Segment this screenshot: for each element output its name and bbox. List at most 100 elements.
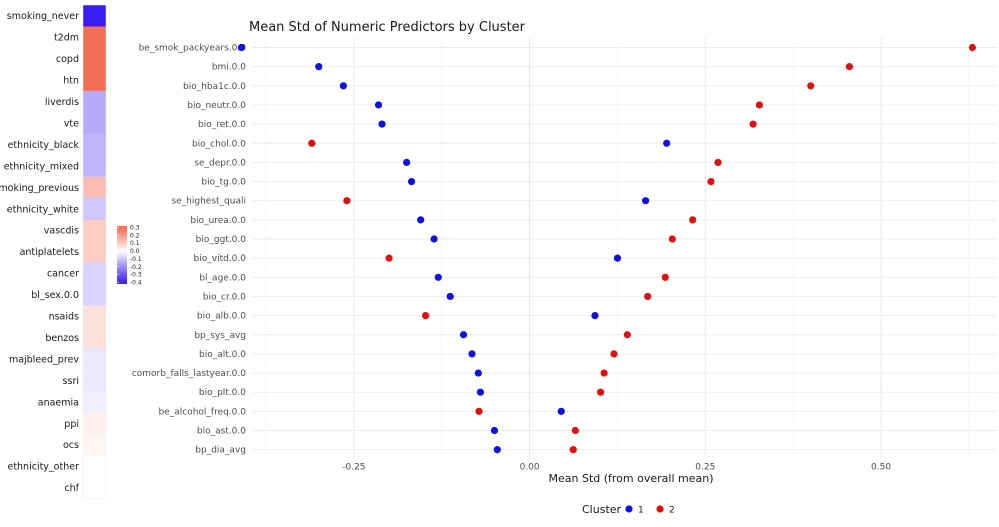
cluster-1-point <box>476 388 485 396</box>
scatter-points <box>237 43 977 454</box>
heatmap-row-label: bl_sex.0.0 <box>31 290 79 301</box>
y-tick-label: se_highest_quali <box>171 197 246 207</box>
cluster-2-point <box>569 446 577 454</box>
cluster-1-point <box>403 158 411 166</box>
heatmap-row-label: nsaids <box>49 312 79 323</box>
heatmap-row-label: benzos <box>45 333 79 344</box>
heatmap-panel: smoking_never t2dm copd htn liverdis vte ethni… <box>0 4 107 499</box>
heatmap-cell <box>83 369 106 392</box>
heatmap-row-label: htn <box>63 76 79 87</box>
heatmap-cell <box>83 198 106 220</box>
heatmap-cell <box>83 283 106 306</box>
cluster-1-point <box>446 292 454 301</box>
x-tick-label: 0.50 <box>871 463 891 473</box>
cluster-1-point <box>468 350 476 358</box>
colorbar-tick-label: -0.2 <box>130 264 142 271</box>
heatmap-row-label: ethnicity_white <box>7 204 79 215</box>
y-tick-label: bmi.0.0 <box>212 63 246 73</box>
cluster-1-point <box>490 426 499 435</box>
y-tick-label: bio_urea.0.0 <box>190 216 246 226</box>
heatmap-cell <box>83 69 106 92</box>
heatmap-row-label: vte <box>64 118 79 129</box>
cluster-1-point <box>430 235 438 243</box>
y-tick-label: se_depr.0.0 <box>194 158 246 168</box>
y-tick-label: bp_sys_avg <box>194 331 246 341</box>
cluster-2-point <box>644 292 652 301</box>
y-tick-label: bio_ast.0.0 <box>197 427 246 437</box>
cluster-2-point <box>571 426 579 435</box>
cluster-1-point <box>641 197 650 205</box>
colorbar-tick-label: 0.3 <box>130 225 140 232</box>
cluster-1-point <box>474 369 482 377</box>
colorbar-tick-label: -0.3 <box>130 272 142 279</box>
colorbar-tick-label: 0.1 <box>130 240 140 247</box>
heatmap-cell <box>83 176 106 199</box>
y-tick-label: bio_chol.0.0 <box>192 139 246 149</box>
y-tick-label: bp_dia_avg <box>195 446 246 456</box>
heatmap-row-label: ethnicity_black <box>8 140 80 151</box>
y-tick-label: bio_ret.0.0 <box>198 120 246 130</box>
heatmap-cell <box>83 434 106 456</box>
heatmap-row-label: anaemia <box>38 397 79 408</box>
heatmap-colorbar: 0.30.20.10.0-0.1-0.2-0.3-0.4 <box>117 225 142 286</box>
y-tick-label: bio_plt.0.0 <box>199 388 246 398</box>
heatmap-row-label: majbleed_prev <box>9 354 79 365</box>
y-tick-label: bio_cr.0.0 <box>203 292 246 302</box>
heatmap-row-label: ethnicity_other <box>7 462 79 473</box>
heatmap-row-label: cancer <box>47 269 79 280</box>
cluster-2-point <box>308 139 316 147</box>
y-tick-label: bio_alt.0.0 <box>199 350 246 360</box>
cluster-2-point <box>707 177 715 186</box>
cluster-2-point <box>610 350 618 358</box>
cluster-1-point <box>315 63 323 71</box>
scatter-title: Mean Std of Numeric Predictors by Cluste… <box>249 20 526 35</box>
y-tick-label: bio_neutr.0.0 <box>187 101 246 111</box>
y-tick-label: bl_age.0.0 <box>199 273 246 283</box>
cluster-2-point <box>661 273 669 281</box>
x-tick-label: 0.00 <box>520 463 540 473</box>
cluster-1-point <box>434 273 442 281</box>
heatmap-cell <box>83 326 106 349</box>
cluster-2-point <box>343 197 351 205</box>
heatmap-cell <box>83 112 106 134</box>
cluster-1-point <box>557 407 565 415</box>
cluster-2-point <box>475 407 483 415</box>
cluster-1-point <box>591 312 599 320</box>
heatmap-row-label: ppi <box>64 419 79 430</box>
heatmap-cell <box>83 391 106 413</box>
scatter-y-labels: be_smok_packyears.0.0 bmi.0.0 bio_hba1c.0.… <box>132 44 246 456</box>
cluster-2-point <box>385 254 393 262</box>
legend-label-1: 1 <box>638 506 644 516</box>
cluster-2-point <box>668 235 676 243</box>
heatmap-row-label: ocs <box>63 440 79 451</box>
heatmap-row-label: t2dm <box>54 33 79 44</box>
cluster-2-point <box>689 216 697 224</box>
heatmap-cell <box>83 47 106 70</box>
cluster-2-point <box>597 388 605 396</box>
cluster-1-point <box>237 43 246 52</box>
cluster-2-point <box>600 369 608 377</box>
cluster-1-point <box>378 120 386 128</box>
cluster-2-point <box>845 63 854 71</box>
heatmap-border <box>82 4 107 499</box>
cluster-1-point <box>407 177 416 186</box>
y-tick-label: bio_tg.0.0 <box>201 178 246 188</box>
heatmap-cell <box>83 262 106 285</box>
y-tick-label: bio_ggt.0.0 <box>196 235 247 245</box>
heatmap-cell <box>83 133 106 156</box>
heatmap-cell <box>83 476 106 499</box>
cluster-2-point <box>807 82 815 90</box>
heatmap-row-label: smoking_previous <box>0 183 79 194</box>
legend-title: Cluster <box>582 503 622 516</box>
heatmap-cell <box>83 240 106 263</box>
y-tick-label: bio_hba1c.0.0 <box>183 82 246 92</box>
legend-label-2: 2 <box>669 506 675 516</box>
legend-marker-1 <box>625 505 633 513</box>
colorbar-tick-label: 0.2 <box>130 232 140 239</box>
y-tick-label: bio_alb.0.0 <box>197 312 246 322</box>
heatmap-row-label: ssri <box>63 376 79 387</box>
heatmap-cell <box>83 26 106 49</box>
x-axis-title: Mean Std (from overall mean) <box>549 472 714 485</box>
x-tick-label: 0.25 <box>695 463 715 473</box>
